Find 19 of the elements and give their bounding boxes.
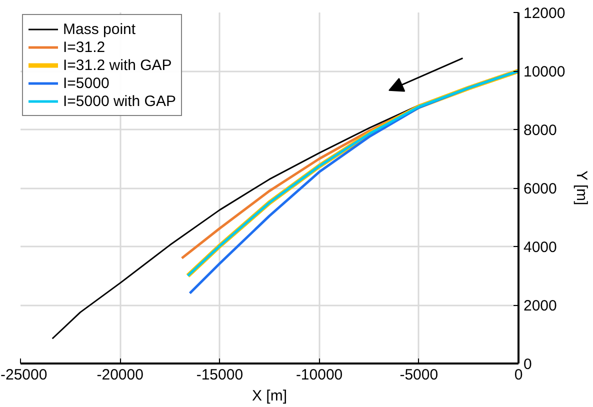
legend-label: I=31.2 with GAP: [63, 56, 172, 74]
legend-label: I=5000: [63, 74, 110, 92]
x-tick-label: -10000: [296, 366, 343, 384]
y-tick-label: 12000: [524, 5, 566, 22]
legend-label: I=5000 with GAP: [63, 92, 176, 110]
x-tick-label: -5000: [400, 366, 438, 384]
y-tick-label: 10000: [524, 64, 566, 80]
y-tick-label: 2000: [524, 298, 557, 314]
y-tick-label: 8000: [524, 122, 557, 139]
legend-label: I=31.2: [63, 38, 106, 56]
x-tick-label: -15000: [196, 366, 244, 384]
y-axis-title: Y [m]: [573, 170, 590, 206]
legend-label: Mass point: [63, 20, 136, 38]
x-axis-title: X [m]: [252, 388, 288, 404]
y-tick-label: 0: [524, 356, 532, 373]
x-tick-label: -25000: [0, 366, 48, 384]
y-tick-label: 4000: [524, 239, 557, 256]
x-tick-label: -20000: [96, 366, 144, 384]
y-tick-label: 6000: [524, 180, 557, 198]
